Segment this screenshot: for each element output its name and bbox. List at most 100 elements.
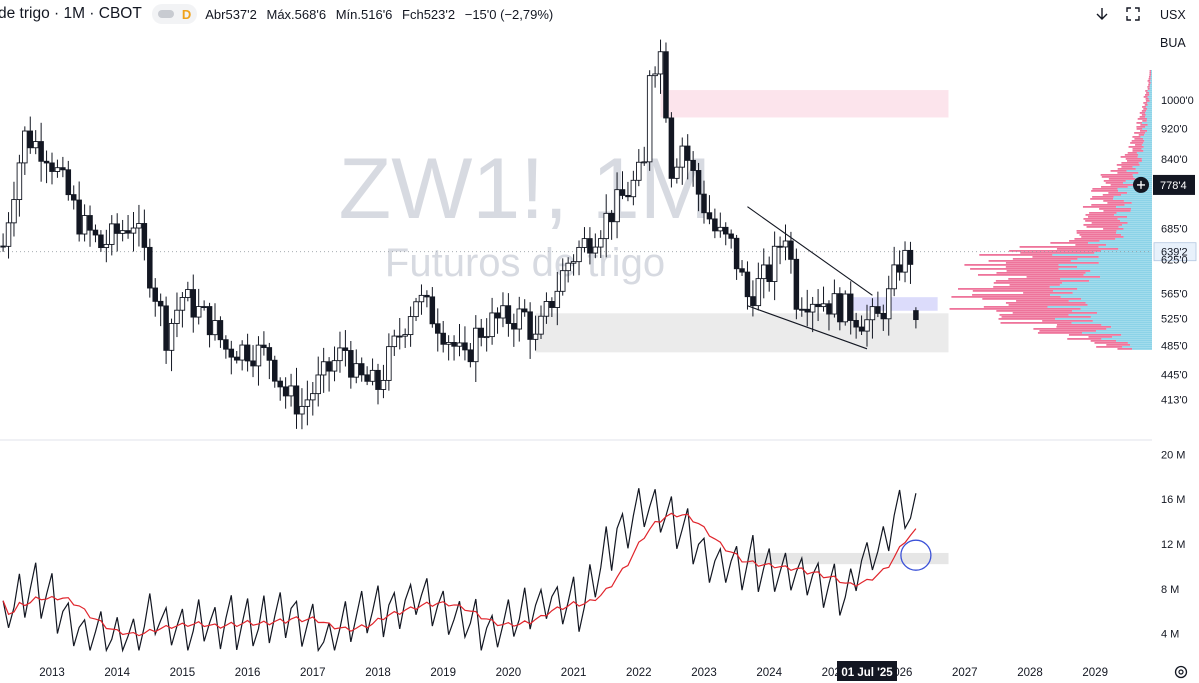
profile-bar (1090, 198, 1114, 200)
candle (592, 246, 599, 254)
candle (310, 393, 316, 401)
profile-bar (970, 268, 1059, 270)
unit-button[interactable]: BUA (1160, 36, 1186, 50)
visibility-toggle[interactable]: D (151, 4, 198, 24)
profile-bar (1141, 110, 1147, 112)
symbol-title[interactable]: de trigo · 1M · CBOT (0, 5, 142, 22)
profile-bar (1116, 212, 1152, 214)
profile-bar (1072, 292, 1152, 294)
profile-bar (1124, 154, 1139, 156)
profile-bar (1144, 104, 1148, 106)
candle (674, 166, 680, 179)
profile-bar (1103, 210, 1131, 212)
profile-bar (1101, 324, 1152, 326)
candle (831, 293, 838, 315)
candle (913, 310, 919, 321)
profile-bar (1085, 220, 1121, 222)
candle (98, 234, 104, 249)
profile-bar (1138, 162, 1152, 164)
profile-bar (1149, 74, 1151, 76)
profile-bar (1147, 108, 1152, 110)
profile-bar (1143, 142, 1152, 144)
candle (733, 237, 740, 270)
profile-bar (1112, 336, 1152, 338)
profile-bar (1092, 196, 1114, 198)
profile-bar (1123, 200, 1152, 202)
candle (413, 301, 419, 318)
candle (337, 347, 343, 362)
candle (206, 306, 213, 336)
close-value: 523'2 (423, 6, 456, 22)
profile-bar (1111, 326, 1152, 328)
profile-bar (1006, 270, 1091, 272)
profile-bar (951, 296, 1061, 298)
profile-bar (972, 294, 1051, 296)
profile-bar (1139, 116, 1146, 118)
year-tick-label: 2024 (756, 667, 782, 679)
profile-bar (1076, 230, 1117, 232)
profile-bar (1042, 320, 1093, 322)
profile-bar (1150, 82, 1152, 84)
profile-bar (1132, 348, 1152, 350)
fullscreen-button[interactable] (1121, 2, 1145, 26)
profile-bar (1145, 116, 1152, 118)
profile-bar (1147, 86, 1150, 88)
price-tick-label: 1000'0 (1161, 95, 1194, 107)
candle (163, 305, 169, 351)
candle (391, 335, 398, 348)
profile-bar (1110, 184, 1136, 186)
profile-bar (1016, 300, 1069, 302)
candle (608, 212, 615, 223)
candle (60, 167, 66, 171)
profile-bar (1149, 100, 1152, 102)
settings-gear-icon[interactable] (1174, 665, 1188, 679)
profile-bar (1132, 148, 1142, 150)
candle (885, 288, 892, 320)
volume-tick-label: 20 M (1161, 449, 1185, 461)
highlight-circle (900, 539, 932, 571)
profile-bar (1009, 284, 1060, 286)
profile-bar (1143, 134, 1152, 136)
profile-bar (1050, 294, 1152, 296)
profile-bar (1107, 202, 1132, 204)
profile-bar (1143, 146, 1152, 148)
profile-bar (1032, 256, 1099, 258)
candle (174, 309, 180, 324)
open-value: 537'2 (225, 6, 257, 22)
profile-bar (988, 260, 1071, 262)
candle (483, 336, 490, 339)
profile-bar (1012, 312, 1098, 314)
download-button[interactable] (1090, 2, 1114, 26)
candle (179, 297, 186, 311)
candle (473, 327, 479, 363)
profile-bar (1059, 284, 1152, 286)
candle (250, 360, 256, 367)
profile-bar (1115, 238, 1152, 240)
candle (489, 312, 495, 338)
candle (625, 194, 631, 198)
currency-button[interactable]: USX (1160, 8, 1186, 22)
candle (755, 278, 762, 307)
profile-bar (1118, 190, 1152, 192)
profile-bar (1121, 162, 1139, 164)
profile-bar (1047, 306, 1152, 308)
profile-bar (1005, 262, 1099, 264)
candle (858, 326, 865, 332)
candle (554, 290, 561, 308)
profile-bar (1147, 88, 1150, 90)
candle (244, 344, 251, 362)
profile-bar (1136, 126, 1146, 128)
profile-bar (1145, 90, 1148, 92)
profile-bar (1009, 250, 1101, 252)
profile-bar (1106, 344, 1131, 346)
candle (195, 306, 202, 318)
profile-bar (1121, 194, 1152, 196)
high-label: Máx. (266, 6, 295, 22)
price-tick-label: 525'0 (1161, 313, 1188, 325)
profile-bar (1116, 340, 1152, 342)
price-tick-label: 625'0 (1161, 254, 1188, 266)
profile-bar (1070, 260, 1152, 262)
profile-bar (1140, 130, 1148, 132)
